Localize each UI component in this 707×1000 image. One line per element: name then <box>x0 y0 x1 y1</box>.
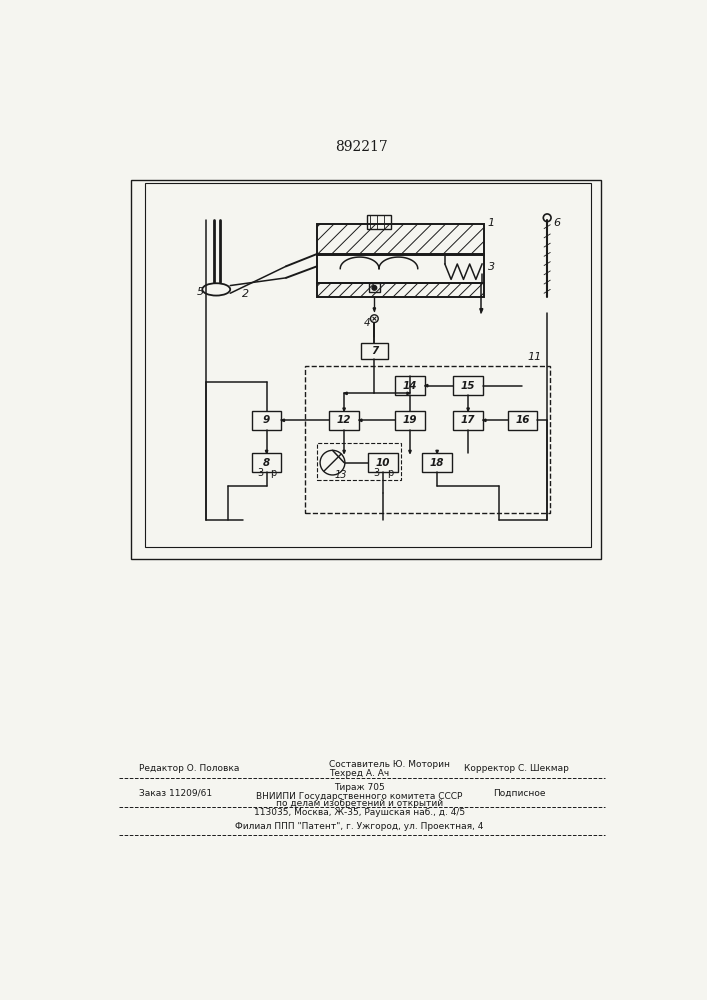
Polygon shape <box>483 419 486 422</box>
Text: 19: 19 <box>403 415 417 425</box>
Text: Подписное: Подписное <box>493 788 546 797</box>
Text: 5: 5 <box>197 287 204 297</box>
Bar <box>368 453 397 472</box>
Polygon shape <box>480 309 483 312</box>
Text: Составитель Ю. Моторин: Составитель Ю. Моторин <box>329 760 450 769</box>
Polygon shape <box>407 392 410 395</box>
Bar <box>317 283 484 297</box>
Text: 8: 8 <box>263 458 270 468</box>
Bar <box>131 180 602 559</box>
Text: 15: 15 <box>461 381 475 391</box>
Text: 14: 14 <box>403 381 417 391</box>
Text: 11: 11 <box>527 352 542 362</box>
Polygon shape <box>436 450 438 453</box>
Bar <box>305 366 549 513</box>
Text: 3: 3 <box>373 468 380 478</box>
Text: 892217: 892217 <box>336 140 388 154</box>
Text: 1: 1 <box>488 218 495 228</box>
Text: ВНИИПИ Государственного комитета СССР: ВНИИПИ Государственного комитета СССР <box>257 792 463 801</box>
Circle shape <box>372 286 377 290</box>
Bar <box>252 411 281 430</box>
Bar <box>369 283 380 292</box>
Bar <box>395 411 425 430</box>
Bar <box>317 443 401 480</box>
Text: Тираж 705: Тираж 705 <box>334 783 385 792</box>
Polygon shape <box>281 419 284 422</box>
Bar <box>145 183 590 547</box>
Polygon shape <box>265 450 268 453</box>
Polygon shape <box>344 392 347 395</box>
Text: Филиал ППП "Патент", г. Ужгород, ул. Проектная, 4: Филиал ППП "Патент", г. Ужгород, ул. Про… <box>235 822 484 831</box>
Bar <box>453 376 483 395</box>
Text: р: р <box>271 468 276 478</box>
Bar <box>395 376 425 395</box>
Bar <box>368 215 391 229</box>
Text: 17: 17 <box>461 415 475 425</box>
Text: 13: 13 <box>334 470 346 480</box>
Text: 10: 10 <box>375 458 390 468</box>
Polygon shape <box>467 408 469 411</box>
Text: 6: 6 <box>554 218 561 228</box>
Text: р: р <box>387 468 393 478</box>
Text: по делам изобретений и открытий: по делам изобретений и открытий <box>276 799 443 808</box>
Text: 3: 3 <box>488 262 495 272</box>
Text: 2: 2 <box>242 289 249 299</box>
Text: Заказ 11209/61: Заказ 11209/61 <box>139 788 212 797</box>
Text: Корректор С. Шекмар: Корректор С. Шекмар <box>464 764 569 773</box>
Text: 12: 12 <box>337 415 351 425</box>
Bar <box>422 453 452 472</box>
Text: 7: 7 <box>370 346 378 356</box>
Text: Редактор О. Половка: Редактор О. Половка <box>139 764 239 773</box>
Bar <box>252 453 281 472</box>
Text: 16: 16 <box>515 415 530 425</box>
Polygon shape <box>359 419 362 422</box>
Bar <box>317 254 484 283</box>
Bar <box>329 411 359 430</box>
Text: Техред А. Ач: Техред А. Ач <box>329 769 389 778</box>
Polygon shape <box>409 450 411 453</box>
Text: 3: 3 <box>257 468 264 478</box>
Bar <box>453 411 483 430</box>
Polygon shape <box>343 450 345 453</box>
Text: 9: 9 <box>263 415 270 425</box>
Bar <box>317 224 484 255</box>
Polygon shape <box>373 308 375 311</box>
Polygon shape <box>343 408 345 411</box>
Text: 4: 4 <box>364 318 371 328</box>
Text: 113035, Москва, Ж-35, Раушская наб., д. 4/5: 113035, Москва, Ж-35, Раушская наб., д. … <box>254 808 465 817</box>
Bar <box>361 343 388 359</box>
Bar <box>508 411 537 430</box>
Polygon shape <box>425 384 428 387</box>
Text: 18: 18 <box>430 458 445 468</box>
